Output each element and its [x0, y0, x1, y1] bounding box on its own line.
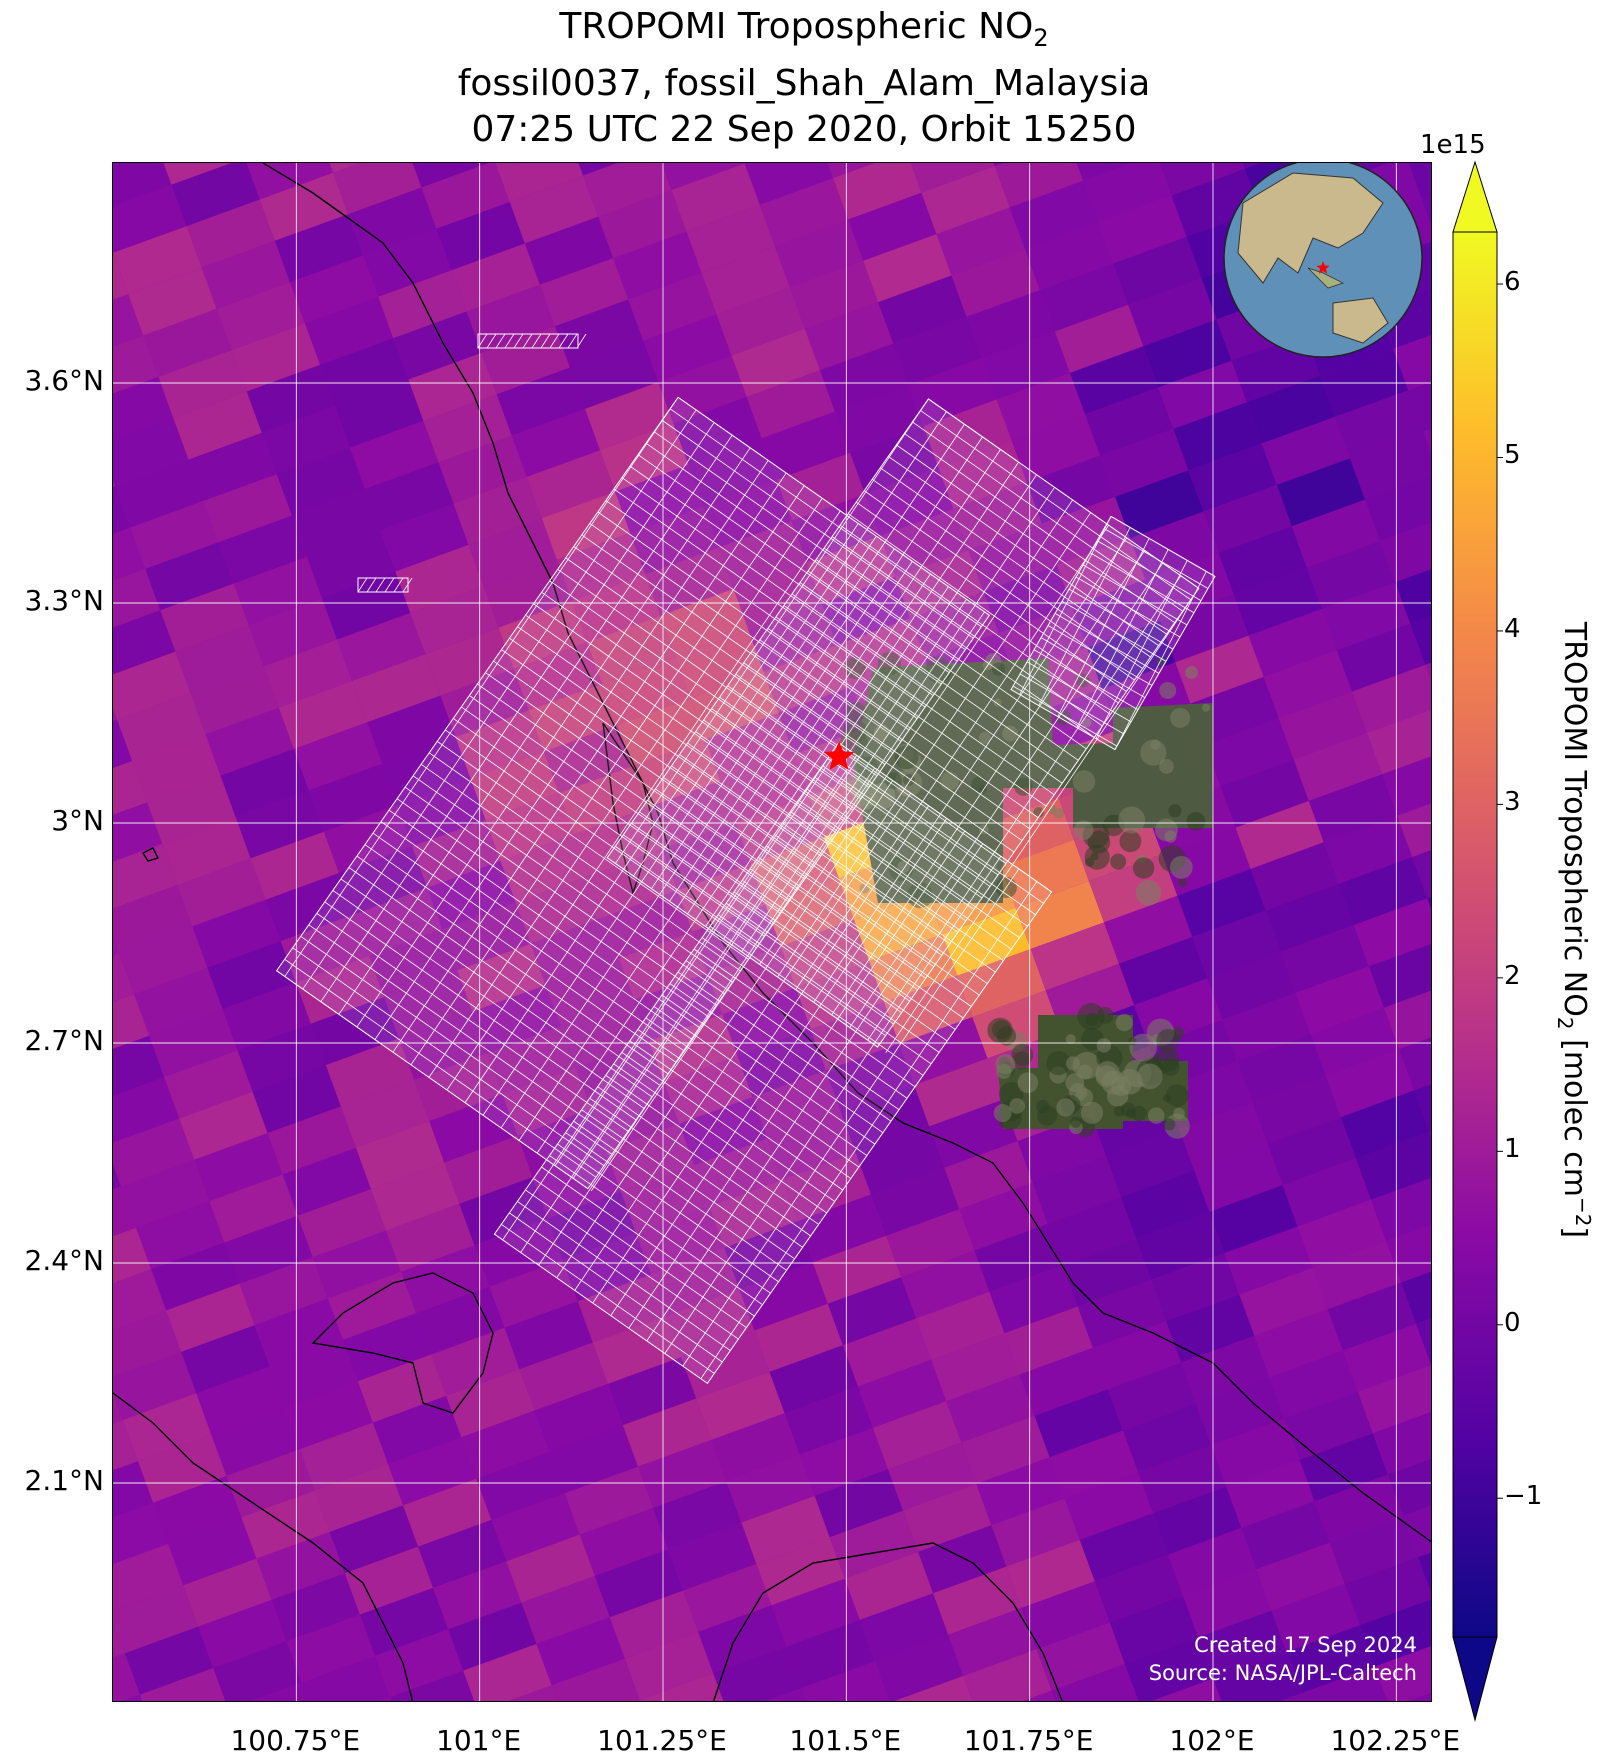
title-line-2: fossil0037, fossil_Shah_Alam_Malaysia — [0, 61, 1608, 107]
colorbar-label: TROPOMI Tropospheric NO2 [molec cm−2] — [1553, 622, 1595, 1238]
colorbar-tick-label: 2 — [1504, 961, 1521, 991]
lon-tick-label: 101°E — [436, 1724, 521, 1757]
lat-tick-label: 3.3°N — [0, 584, 104, 617]
map-canvas — [113, 163, 1432, 1702]
colorbar-tick-label: 6 — [1504, 267, 1521, 297]
lat-tick-label: 3.6°N — [0, 364, 104, 397]
map-panel: Created 17 Sep 2024 Source: NASA/JPL-Cal… — [112, 162, 1432, 1702]
lat-tick-label: 3°N — [0, 804, 104, 837]
title-line-1: TROPOMI Tropospheric NO2 — [0, 4, 1608, 61]
lon-tick-label: 100.75°E — [230, 1724, 360, 1757]
lon-tick-label: 101.25°E — [597, 1724, 727, 1757]
inset-globe — [1224, 163, 1422, 357]
colorbar-tick-label: 0 — [1504, 1308, 1521, 1338]
lon-tick-label: 101.75°E — [964, 1724, 1094, 1757]
lon-tick-label: 102.25°E — [1330, 1724, 1460, 1757]
colorbar — [1452, 162, 1498, 1722]
created-credit: Created 17 Sep 2024 — [1194, 1633, 1417, 1657]
lon-tick-label: 102°E — [1169, 1724, 1254, 1757]
colorbar-tick-label: 3 — [1504, 787, 1521, 817]
title-line-3: 07:25 UTC 22 Sep 2020, Orbit 15250 — [0, 107, 1608, 153]
colorbar-tick-label: 4 — [1504, 614, 1521, 644]
lon-tick-label: 101.5°E — [789, 1724, 901, 1757]
lat-tick-label: 2.1°N — [0, 1464, 104, 1497]
source-credit: Source: NASA/JPL-Caltech — [1149, 1661, 1417, 1685]
colorbar-tick-label: 5 — [1504, 440, 1521, 470]
colorbar-extend-max — [1453, 162, 1497, 232]
lat-tick-label: 2.4°N — [0, 1244, 104, 1277]
colorbar-exponent: 1e15 — [1420, 130, 1486, 160]
colorbar-extend-min — [1453, 1637, 1497, 1720]
chart-title: TROPOMI Tropospheric NO2 fossil0037, fos… — [0, 4, 1608, 153]
colorbar-gradient — [1453, 232, 1497, 1637]
colorbar-tick-label: −1 — [1504, 1481, 1542, 1511]
lat-tick-label: 2.7°N — [0, 1024, 104, 1057]
colorbar-tick-label: 1 — [1504, 1134, 1521, 1164]
